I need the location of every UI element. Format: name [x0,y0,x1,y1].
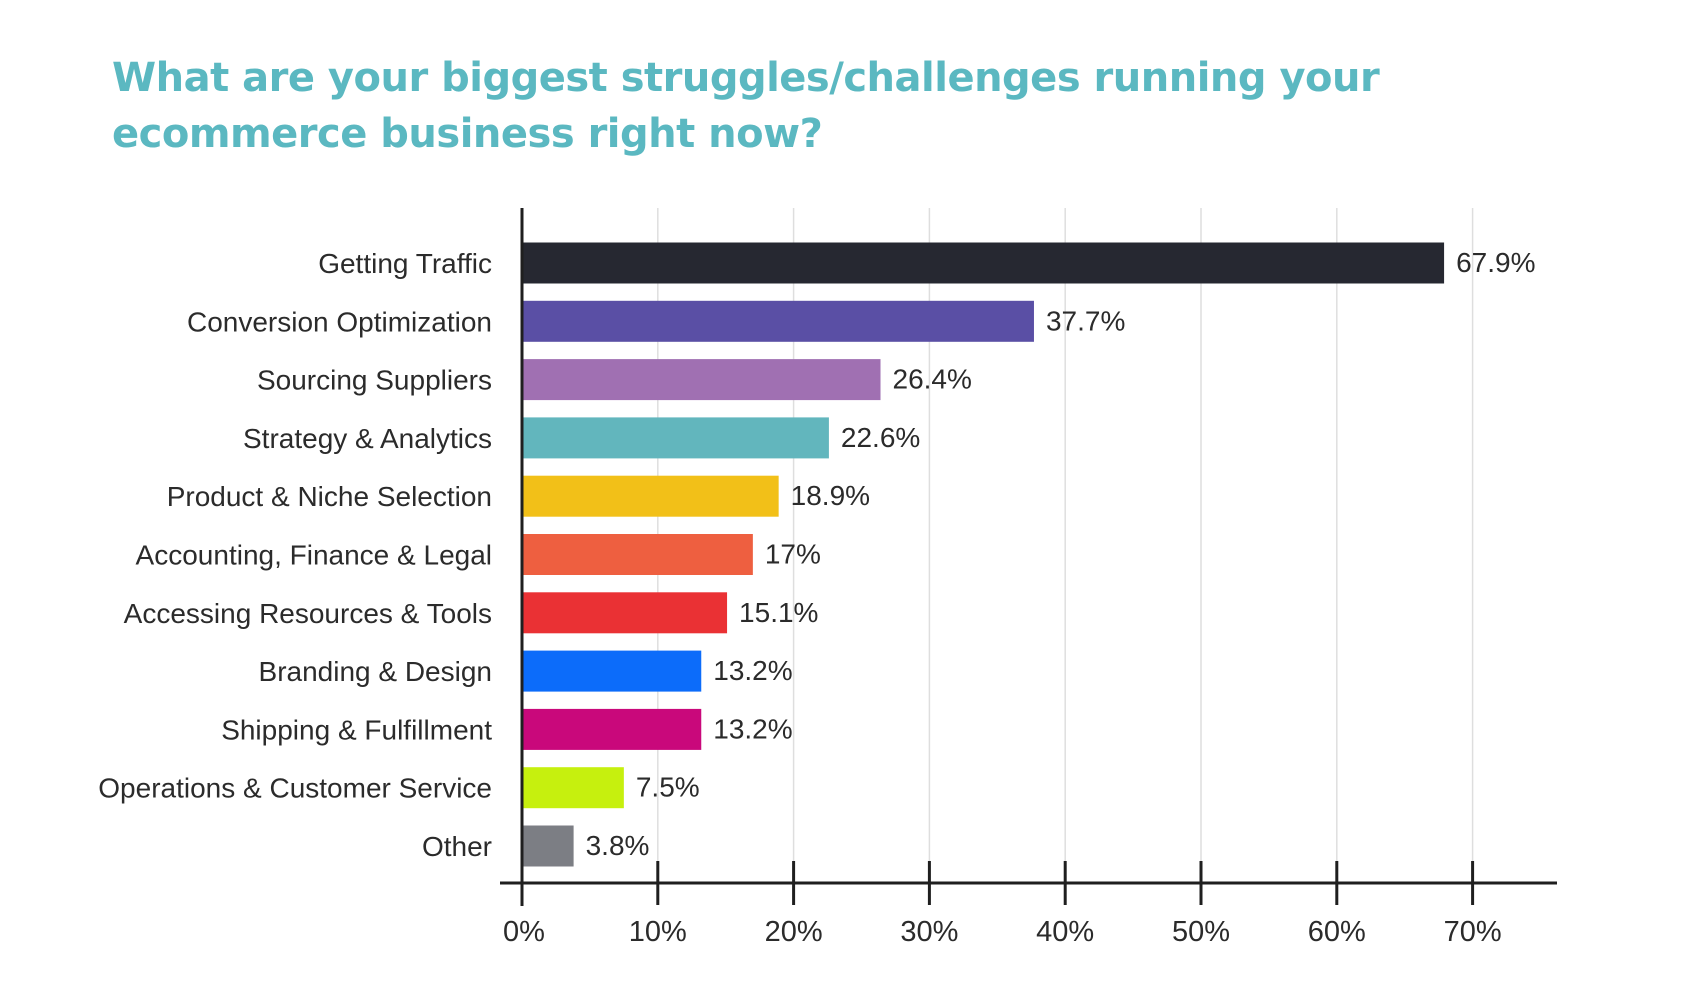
value-label: 17% [765,539,821,570]
value-label: 15.1% [739,597,818,628]
category-label: Shipping & Fulfillment [221,714,492,745]
bar [522,417,829,459]
value-label: 22.6% [841,422,920,453]
category-label: Accessing Resources & Tools [124,598,492,629]
x-tick-label: 50% [1172,916,1230,948]
category-label: Accounting, Finance & Legal [136,540,492,571]
value-label: 13.2% [713,655,792,686]
value-label: 3.8% [586,830,650,861]
bar [522,708,702,750]
labels: Getting Traffic 67.9% Conversion Optimizat… [98,247,1535,948]
value-label: 13.2% [713,713,792,744]
x-tick-label: 30% [900,916,958,948]
x-tick-label: 20% [765,916,823,948]
x-tick-label: 10% [629,916,687,948]
category-label: Other [422,831,492,862]
bar [522,534,753,575]
category-label: Conversion Optimization [187,306,492,337]
category-label: Strategy & Analytics [243,423,492,454]
category-label: Product & Niche Selection [167,481,492,512]
bar [522,592,728,634]
bars [522,242,1445,867]
axes [500,208,1557,906]
bar [522,650,702,692]
bar [522,767,624,809]
value-label: 7.5% [636,772,700,803]
bar [522,242,1445,284]
value-label: 37.7% [1046,305,1125,336]
category-label: Getting Traffic [318,248,492,279]
category-label: Branding & Design [259,656,492,687]
x-tick-label: 0% [503,916,545,948]
value-label: 18.9% [791,480,870,511]
x-tick-label: 60% [1308,916,1366,948]
category-label: Operations & Customer Service [98,773,492,804]
x-tick-label: 70% [1444,916,1502,948]
category-label: Sourcing Suppliers [257,365,492,396]
bar [522,359,881,401]
x-tick-label: 40% [1036,916,1094,948]
chart-title: What are your biggest struggles/challeng… [112,55,1380,157]
bar [522,475,779,517]
value-label: 67.9% [1456,247,1535,278]
bar [522,825,574,867]
bar [522,300,1034,342]
value-label: 26.4% [893,364,972,395]
